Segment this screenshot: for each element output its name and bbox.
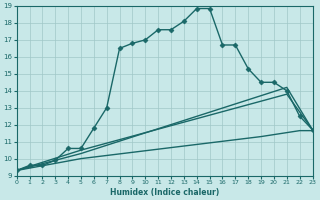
X-axis label: Humidex (Indice chaleur): Humidex (Indice chaleur)	[110, 188, 219, 197]
